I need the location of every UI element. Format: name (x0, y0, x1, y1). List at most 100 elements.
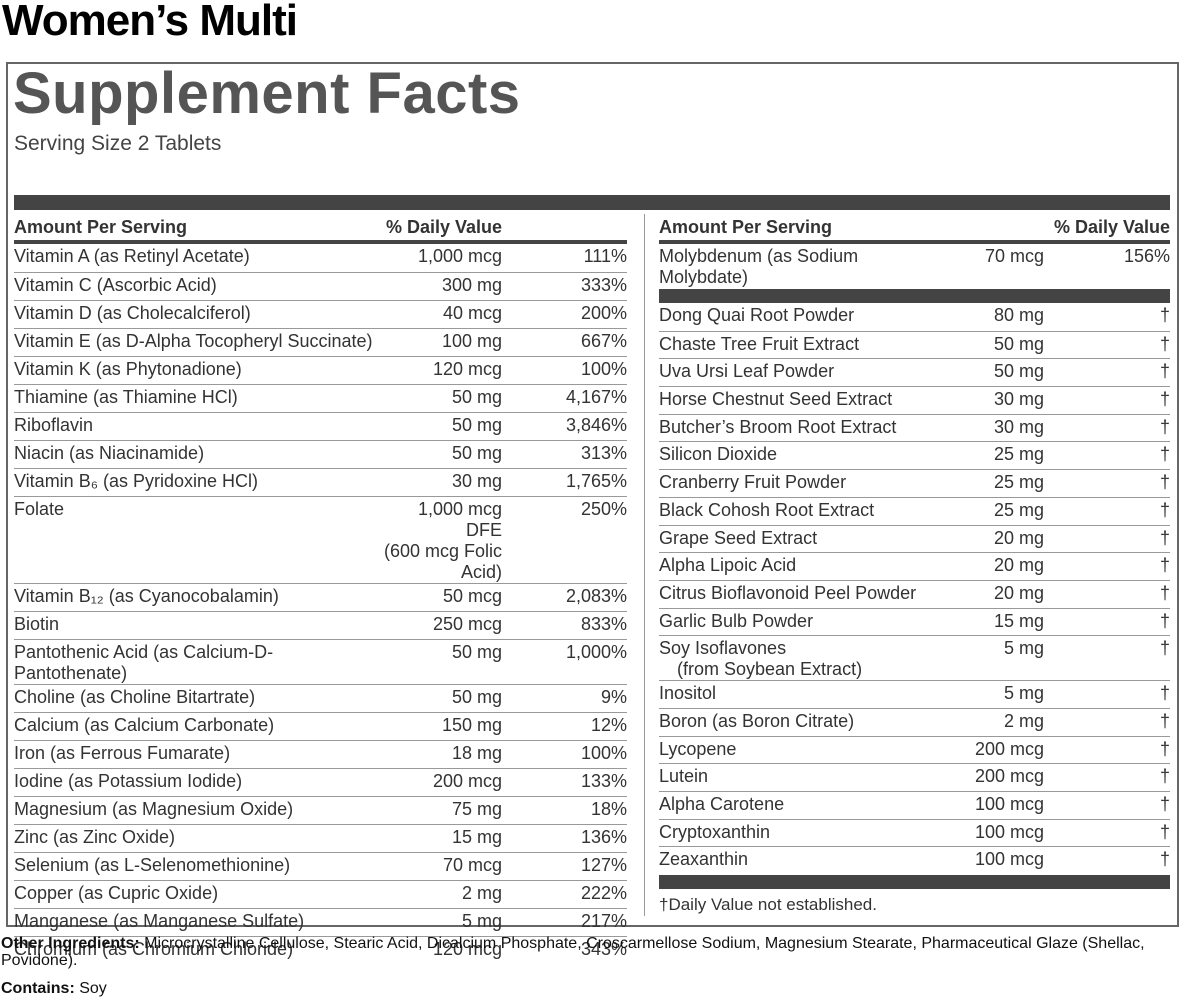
amount: 100 mcg (974, 849, 1044, 870)
nutrient-name: Iodine (as Potassium Iodide) (14, 771, 243, 791)
other-ingredients: Other Ingredients: Microcrystalline Cell… (1, 935, 1181, 969)
section: Vitamin A (as Retinyl Acetate) 1,000 mcg 1… (14, 244, 627, 964)
contains: Contains: Soy (1, 980, 107, 998)
nutrient-row: Chromium (as Chromium Chloride) 120 mcg 34… (14, 936, 627, 964)
nutrient-name: Selenium (as L-Selenomethionine) (14, 855, 291, 875)
amount: 25 mg (993, 444, 1044, 465)
daily-value: 333% (580, 275, 627, 295)
amount: 20 mg (993, 555, 1044, 576)
nutrient-name: Dong Quai Root Powder (659, 305, 855, 325)
product-name: Women’s Multi (2, 0, 298, 45)
daily-value: 127% (580, 855, 627, 875)
nutrient-row: Choline (as Choline Bitartrate) 50 mg 9% (14, 684, 627, 712)
nutrient-row: Vitamin B₁₂ (as Cyanocobalamin) 50 mcg 2,0… (14, 583, 627, 611)
amount: 2 mg (461, 883, 502, 903)
daily-value: 2,083% (565, 586, 627, 606)
daily-value: 4,167% (565, 387, 627, 407)
amount: 50 mcg (442, 586, 502, 606)
column-divider (644, 214, 645, 916)
nutrient-name: Iron (as Ferrous Fumarate) (14, 743, 231, 763)
nutrient-name: Magnesium (as Magnesium Oxide) (14, 799, 294, 819)
amount: 20 mg (993, 527, 1044, 548)
section: Molybdenum (as Sodium Molybdate) 70 mcg 15… (659, 244, 1170, 288)
daily-value: 250% (580, 499, 627, 519)
nutrient-row: Dong Quai Root Powder 80 mg † (659, 303, 1170, 331)
amount: 120 mcg (432, 359, 502, 379)
daily-value: 133% (580, 771, 627, 791)
nutrient-row: Niacin (as Niacinamide) 50 mg 313% (14, 440, 627, 468)
amount: 200 mcg (974, 738, 1044, 759)
amount-line: 1,000 mcg DFE (417, 499, 502, 540)
nutrient-name: Thiamine (as Thiamine HCl) (14, 387, 238, 407)
daily-value: 200% (580, 303, 627, 323)
thick-rule (659, 875, 1170, 890)
amount: 1,000 mcg (417, 246, 502, 266)
amount: 50 mg (993, 333, 1044, 354)
amount: 50 mg (993, 361, 1044, 382)
nutrient-row: Riboflavin 50 mg 3,846% (14, 412, 627, 440)
nutrient-name: Vitamin C (Ascorbic Acid) (14, 275, 217, 295)
nutrient-row: Vitamin D (as Cholecalciferol) 40 mcg 200% (14, 300, 627, 328)
nutrient-row: Molybdenum (as Sodium Molybdate) 70 mcg 15… (659, 244, 1170, 288)
nutrient-name: Manganese (as Manganese Sulfate) (14, 911, 305, 931)
nutrient-name: Pantothenic Acid (as Calcium-D-Pantothen… (14, 642, 274, 683)
amount: 30 mg (993, 416, 1044, 437)
amount: 50 mg (451, 415, 502, 435)
header-daily-value: % Daily Value (1053, 216, 1170, 237)
amount: 100 mg (441, 331, 502, 351)
header-amount: Amount Per Serving (14, 216, 188, 237)
nutrient-name: Vitamin A (as Retinyl Acetate) (14, 246, 250, 266)
label: Other Ingredients: (1, 935, 140, 952)
amount: 80 mg (993, 305, 1044, 325)
nutrient-name: Citrus Bioflavonoid Peel Powder (659, 582, 917, 603)
nutrient-name: Lycopene (659, 738, 737, 759)
daily-value: † (1159, 389, 1170, 410)
daily-value: † (1159, 610, 1170, 631)
daily-value: 1,000% (565, 642, 627, 662)
nutrient-row: Selenium (as L-Selenomethionine) 70 mcg 12… (14, 852, 627, 880)
amount-line: (600 mcg Folic Acid) (383, 541, 502, 582)
amount: 50 mg (451, 443, 502, 463)
daily-value: † (1159, 683, 1170, 704)
nutrient-row: Manganese (as Manganese Sulfate) 5 mg 217% (14, 908, 627, 936)
amount: 15 mg (451, 827, 502, 847)
nutrient-name: Soy Isoflavones (from Soybean Extract) (659, 638, 924, 680)
nutrient-row: Lycopene 200 mcg † (659, 735, 1170, 764)
nutrient-row: Boron (as Boron Citrate) 2 mg † (659, 707, 1170, 736)
daily-value: 12% (590, 715, 627, 735)
nutrient-row: Vitamin C (Ascorbic Acid) 300 mg 333% (14, 272, 627, 300)
nutrient-row: Iron (as Ferrous Fumarate) 18 mg 100% (14, 740, 627, 768)
label: Contains: (1, 980, 75, 997)
nutrient-name: Black Cohosh Root Extract (659, 499, 875, 520)
nutrient-name: Niacin (as Niacinamide) (14, 443, 205, 463)
header-row: Amount Per Serving % Daily Value (659, 214, 1170, 244)
amount: 75 mg (451, 799, 502, 819)
daily-value: 100% (580, 359, 627, 379)
nutrient-row: Calcium (as Calcium Carbonate) 150 mg 12% (14, 712, 627, 740)
nutrient-name: Vitamin E (as D-Alpha Tocopheryl Succina… (14, 331, 373, 351)
nutrient-row: Citrus Bioflavonoid Peel Powder 20 mg † (659, 579, 1170, 608)
nutrient-row: Inositol 5 mg † (659, 680, 1170, 708)
nutrient-row: Horse Chestnut Seed Extract 30 mg † (659, 386, 1170, 414)
nutrient-row: Thiamine (as Thiamine HCl) 50 mg 4,167% (14, 384, 627, 412)
nutrient-name: Vitamin D (as Cholecalciferol) (14, 303, 251, 323)
nutrient-row: Iodine (as Potassium Iodide) 200 mcg 133% (14, 768, 627, 796)
thick-rule (659, 289, 1170, 303)
nutrient-row: Cryptoxanthin 100 mcg † (659, 818, 1170, 847)
nutrient-name: Lutein (659, 766, 709, 787)
daily-value: † (1159, 527, 1170, 548)
amount: 40 mcg (442, 303, 502, 323)
nutrient-name: Cryptoxanthin (659, 821, 771, 842)
nutrient-name: Biotin (14, 614, 60, 634)
nutrient-name: Choline (as Choline Bitartrate) (14, 687, 256, 707)
daily-value: 313% (580, 443, 627, 463)
nutrient-row: Pantothenic Acid (as Calcium-D-Pantothen… (14, 639, 627, 684)
nutrient-row: Uva Ursi Leaf Powder 50 mg † (659, 358, 1170, 386)
nutrient-name: Butcher’s Broom Root Extract (659, 416, 897, 437)
nutrient-name: Boron (as Boron Citrate) (659, 710, 855, 731)
amount: 5 mg (461, 911, 502, 931)
amount: 100 mcg (974, 794, 1044, 814)
nutrient-name: Alpha Carotene (659, 794, 785, 814)
nutrient-name: Zeaxanthin (659, 849, 749, 870)
